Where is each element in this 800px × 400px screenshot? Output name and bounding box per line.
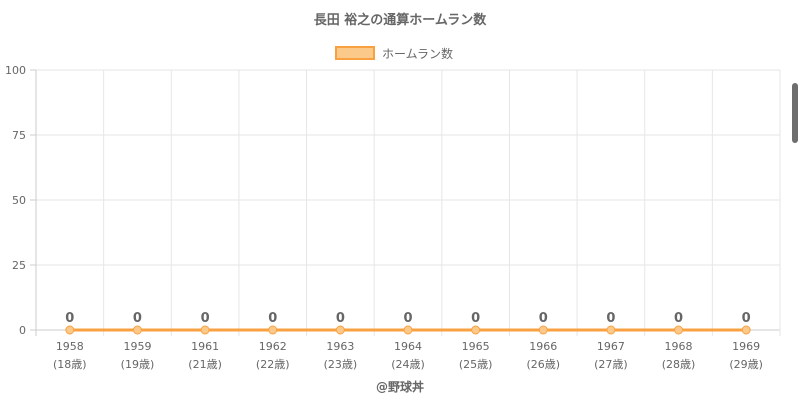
y-tick-label: 75 [12, 129, 26, 142]
x-tick-sublabel: (23歳) [324, 358, 358, 371]
x-tick-sublabel: (26歳) [526, 358, 560, 371]
x-tick-label: 1961 [191, 340, 219, 353]
x-axis: 1958 (18歳) 1959 (19歳) 1961 (21歳) 1962 (22歳) 1963… [53, 340, 763, 371]
y-tick-label: 100 [5, 64, 26, 77]
data-label: 0 [539, 311, 548, 326]
x-tick-sublabel: (25歳) [459, 358, 493, 371]
data-point [538, 325, 548, 335]
x-tick-sublabel: (28歳) [662, 358, 696, 371]
data-label: 0 [65, 311, 74, 326]
data-label: 0 [336, 311, 345, 326]
data-label: 0 [403, 311, 412, 326]
data-point [200, 325, 210, 335]
x-tick-sublabel: (22歳) [256, 358, 290, 371]
legend-swatch [335, 46, 375, 60]
series-homeruns [65, 325, 751, 335]
x-tick-label: 1965 [462, 340, 490, 353]
y-axis: 0 25 50 75 100 [5, 64, 36, 337]
data-label: 0 [268, 311, 277, 326]
x-tick-label: 1963 [326, 340, 354, 353]
scrollbar-thumb[interactable] [792, 83, 798, 143]
data-label: 0 [133, 311, 142, 326]
x-tick-label: 1958 [56, 340, 84, 353]
data-label: 0 [674, 311, 683, 326]
x-tick-sublabel: (27歳) [594, 358, 628, 371]
data-point [65, 325, 75, 335]
x-tick-label: 1964 [394, 340, 422, 353]
chart-title: 長田 裕之の通算ホームラン数 [314, 12, 487, 28]
data-point [674, 325, 684, 335]
x-tick-label: 1966 [529, 340, 557, 353]
legend[interactable]: ホームラン数 [335, 46, 453, 61]
data-point [403, 325, 413, 335]
data-label: 0 [606, 311, 615, 326]
data-point [268, 325, 278, 335]
grid [35, 69, 781, 336]
x-tick-label: 1969 [732, 340, 760, 353]
data-point [606, 325, 616, 335]
x-tick-label: 1968 [665, 340, 693, 353]
legend-label: ホームラン数 [382, 46, 453, 61]
credit-text: @野球丼 [376, 379, 424, 394]
x-tick-sublabel: (21歳) [188, 358, 222, 371]
y-tick-label: 25 [12, 259, 26, 272]
data-point [471, 325, 481, 335]
data-labels: 0 0 0 0 0 0 0 0 0 0 0 [65, 311, 750, 326]
data-label: 0 [471, 311, 480, 326]
x-tick-label: 1962 [259, 340, 287, 353]
y-tick-label: 0 [19, 324, 26, 337]
x-tick-sublabel: (29歳) [729, 358, 763, 371]
data-label: 0 [742, 311, 751, 326]
x-tick-sublabel: (19歳) [121, 358, 155, 371]
x-tick-sublabel: (18歳) [53, 358, 87, 371]
data-label: 0 [201, 311, 210, 326]
data-point [335, 325, 345, 335]
x-tick-label: 1959 [123, 340, 151, 353]
x-tick-sublabel: (24歳) [391, 358, 425, 371]
y-tick-label: 50 [12, 194, 26, 207]
data-point [741, 325, 751, 335]
x-tick-label: 1967 [597, 340, 625, 353]
data-point [132, 325, 142, 335]
